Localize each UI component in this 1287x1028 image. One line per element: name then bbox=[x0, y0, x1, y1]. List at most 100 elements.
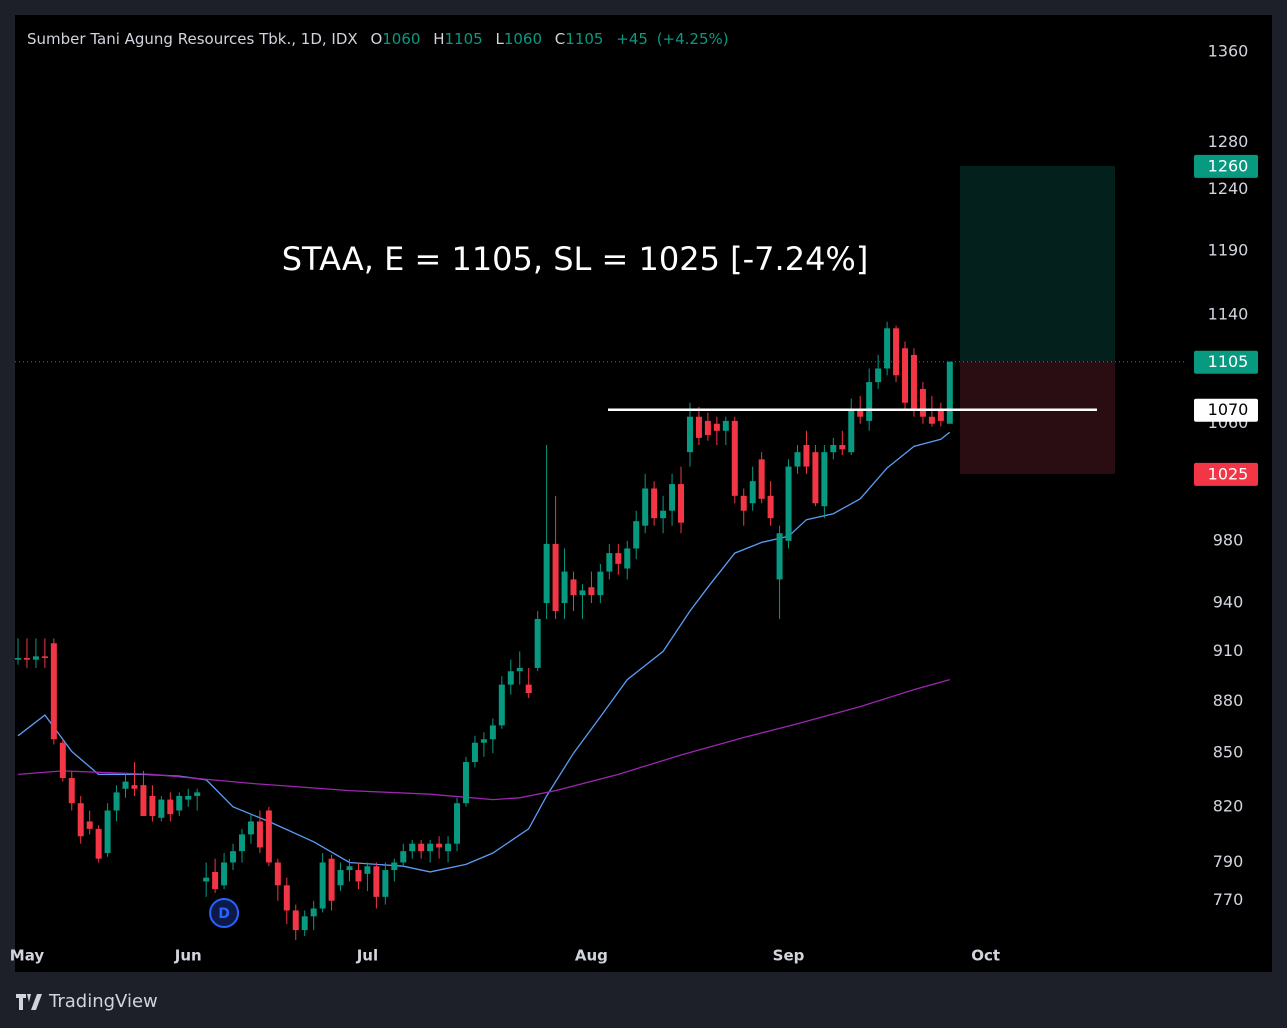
candle-body bbox=[624, 548, 631, 569]
candle-body bbox=[409, 843, 416, 852]
ohlc-value: 1060 bbox=[504, 30, 542, 48]
candle-body bbox=[615, 553, 622, 564]
candle-body bbox=[848, 409, 855, 453]
y-tick-label: 1140 bbox=[1208, 305, 1249, 324]
profit-zone bbox=[960, 165, 1115, 362]
candle-body bbox=[176, 795, 183, 811]
candle-body bbox=[821, 452, 828, 507]
candle-body bbox=[875, 368, 882, 383]
candle-body bbox=[928, 416, 935, 424]
candle-body bbox=[247, 821, 254, 835]
candle-body bbox=[140, 785, 147, 816]
candle-body bbox=[893, 328, 900, 376]
y-tick-label: 1240 bbox=[1208, 179, 1249, 198]
price-badge-label: 1105 bbox=[1208, 352, 1249, 371]
candle-body bbox=[686, 416, 693, 453]
candle-body bbox=[579, 590, 586, 596]
candle-body bbox=[158, 799, 165, 818]
candle-body bbox=[740, 495, 747, 511]
candle-body bbox=[704, 420, 711, 436]
candle-body bbox=[866, 382, 873, 421]
price-badge bbox=[1194, 154, 1258, 178]
candle-body bbox=[830, 445, 837, 453]
candle-body bbox=[857, 409, 864, 417]
candle-body bbox=[606, 553, 613, 572]
candle-body bbox=[86, 821, 93, 829]
candle-body bbox=[50, 643, 57, 740]
candle-body bbox=[400, 851, 407, 863]
candle-body bbox=[713, 423, 720, 431]
candle-body bbox=[301, 916, 308, 931]
y-tick-label: 880 bbox=[1213, 691, 1244, 710]
price-badge-label: 1070 bbox=[1208, 400, 1249, 419]
candle-body bbox=[364, 866, 371, 874]
y-tick-label: 770 bbox=[1213, 890, 1244, 909]
plot-area bbox=[15, 165, 1185, 940]
candle-body bbox=[534, 618, 541, 668]
candle-body bbox=[238, 834, 245, 852]
candle-body bbox=[355, 870, 362, 882]
candle-body bbox=[812, 452, 819, 504]
candle-body bbox=[113, 792, 120, 811]
x-tick-label: Jun bbox=[174, 947, 202, 965]
y-tick-label: 910 bbox=[1213, 641, 1244, 660]
candle-body bbox=[651, 488, 658, 519]
candle-body bbox=[328, 858, 335, 901]
candle-body bbox=[695, 416, 702, 438]
candle-body bbox=[32, 656, 39, 660]
annotation: STAA, E = 1105, SL = 1025 [-7.24%] bbox=[282, 240, 869, 278]
candle-body bbox=[785, 466, 792, 541]
event-marker-label: D bbox=[218, 906, 230, 922]
candle-body bbox=[15, 658, 22, 660]
candle-body bbox=[256, 821, 263, 848]
candle-body bbox=[749, 481, 756, 504]
ohlc-value: 1060 bbox=[382, 30, 420, 48]
y-tick-label: 790 bbox=[1213, 852, 1244, 871]
x-tick-label: Sep bbox=[773, 947, 805, 965]
candle-body bbox=[946, 361, 953, 424]
price-badge-label: 1025 bbox=[1208, 464, 1249, 483]
candle-body bbox=[230, 851, 237, 863]
x-tick-label: May bbox=[10, 947, 45, 965]
candle-body bbox=[597, 571, 604, 596]
candle-body bbox=[660, 510, 667, 519]
candle-body bbox=[722, 420, 729, 431]
candle-body bbox=[588, 587, 595, 596]
y-tick-label: 820 bbox=[1213, 796, 1244, 815]
moving-average bbox=[17, 678, 950, 801]
candle-body bbox=[776, 533, 783, 580]
candle-body bbox=[23, 658, 30, 660]
x-tick-label: Jul bbox=[356, 947, 378, 965]
candle-body bbox=[131, 785, 138, 789]
candle-body bbox=[95, 828, 102, 859]
candle-body bbox=[212, 871, 219, 890]
candle-body bbox=[642, 488, 649, 526]
y-tick-label: 1280 bbox=[1208, 132, 1249, 151]
chart-header: Sumber Tani Agung Resources Tbk., 1D, ID… bbox=[27, 30, 729, 48]
change: +45 bbox=[616, 30, 648, 48]
candle-body bbox=[382, 870, 389, 897]
ohlc-letter: H bbox=[433, 30, 444, 48]
candle-body bbox=[633, 521, 640, 549]
x-tick-label: Oct bbox=[971, 947, 1000, 965]
y-tick-label: 940 bbox=[1213, 593, 1244, 612]
chart-title: Sumber Tani Agung Resources Tbk., 1D, ID… bbox=[27, 30, 358, 48]
candle-body bbox=[337, 870, 344, 886]
candle-body bbox=[149, 795, 156, 816]
candle-body bbox=[167, 799, 174, 815]
loss-zone bbox=[960, 361, 1115, 474]
candle-body bbox=[902, 348, 909, 403]
y-tick-label: 1360 bbox=[1208, 41, 1249, 60]
candle-body bbox=[767, 495, 774, 519]
candle-body bbox=[910, 354, 917, 410]
ohlc-letter: L bbox=[495, 30, 504, 48]
price-badge bbox=[1194, 398, 1258, 422]
candle-body bbox=[543, 543, 550, 604]
x-tick-label: Aug bbox=[575, 947, 608, 965]
change-pct: (+4.25%) bbox=[657, 30, 729, 48]
candle-body bbox=[185, 795, 192, 800]
candle-body bbox=[292, 910, 299, 931]
candle-body bbox=[884, 328, 891, 369]
